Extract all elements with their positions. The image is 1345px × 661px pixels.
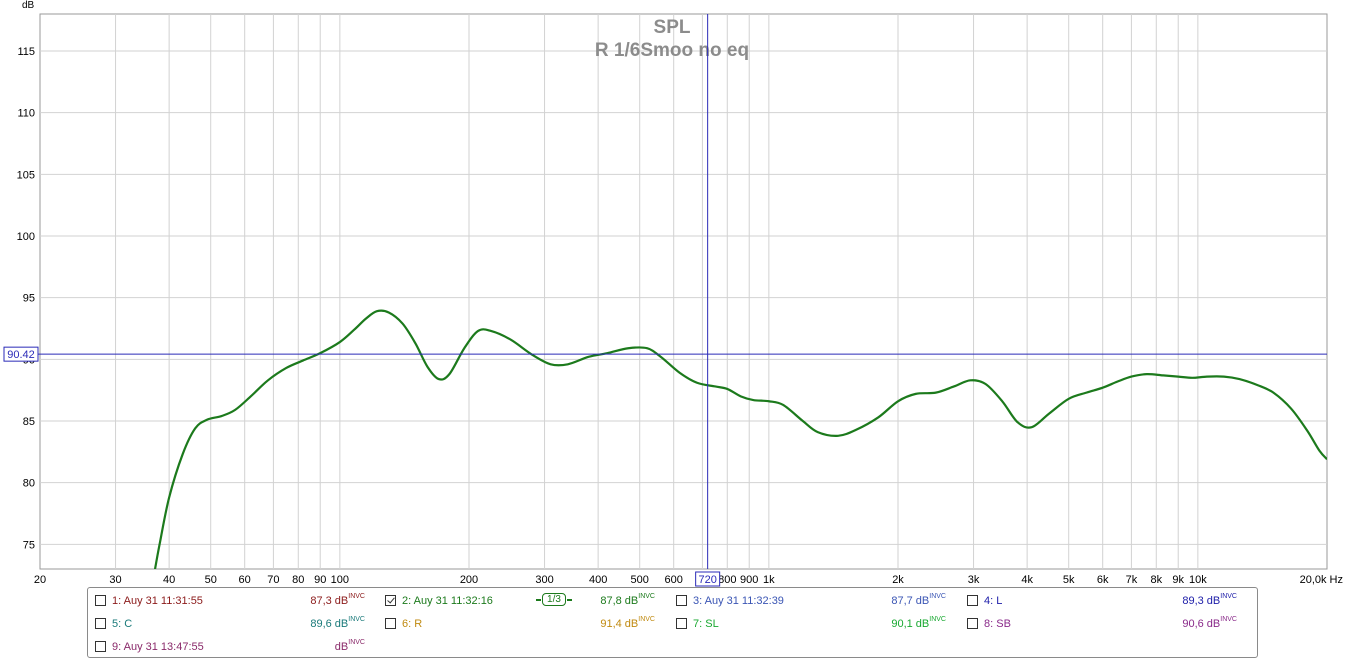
x-tick-label: 5k [1063, 574, 1075, 586]
x-tick-label: 3k [968, 574, 980, 586]
legend-label-3: 3: Auy 31 11:32:39 [693, 595, 784, 607]
legend-checkbox-5[interactable] [95, 618, 106, 629]
legend-value-5: 89,6 dBINVC [310, 616, 365, 630]
x-tick-label: 9k [1172, 574, 1184, 586]
y-tick-label: 105 [17, 169, 35, 181]
x-tick-label: 800 [718, 574, 736, 586]
legend-checkbox-6[interactable] [385, 618, 396, 629]
cursor-y-readout-box [3, 346, 39, 362]
y-tick-label: 95 [23, 293, 35, 305]
cursor-x-readout-box [695, 571, 721, 587]
legend-value-1: 87,3 dBINVC [310, 593, 365, 607]
legend-checkbox-4[interactable] [967, 595, 978, 606]
x-tick-labels: 20 30 40 50 60 70 80 90 100 200 300 400 500 600 800 900… [34, 574, 1343, 586]
smoothing-badge[interactable]: 1/3 [536, 593, 572, 606]
y-tick-labels: 7580859095100105110115 [17, 46, 35, 551]
y-tick-label: 80 [23, 478, 35, 490]
legend-entry-7[interactable]: 7: SL 90,1 dBINVC [676, 615, 946, 633]
legend-entry-5[interactable]: 5: C 89,6 dBINVC [95, 615, 365, 633]
legend-value-7: 90,1 dBINVC [891, 616, 946, 630]
legend-value-8: 90,6 dBINVC [1182, 616, 1237, 630]
legend-entry-3[interactable]: 3: Auy 31 11:32:39 87,7 dBINVC [676, 592, 946, 610]
x-tick-label: 7k [1126, 574, 1138, 586]
series-line-2 [153, 309, 1327, 569]
y-tick-label: 115 [17, 46, 35, 58]
x-tick-label: 50 [205, 574, 217, 586]
legend-entry-8[interactable]: 8: SB 90,6 dBINVC [967, 615, 1237, 633]
x-tick-label: 1k [763, 574, 775, 586]
legend-label-8: 8: SB [984, 618, 1011, 630]
legend-label-6: 6: R [402, 618, 423, 630]
legend-value-2: 87,8 dBINVC [600, 593, 655, 607]
x-tick-label: 70 [267, 574, 279, 586]
legend-entry-4[interactable]: 4: L 89,3 dBINVC [967, 592, 1237, 610]
legend-label-4: 4: L [984, 595, 1003, 607]
x-tick-label: 4k [1021, 574, 1033, 586]
x-tick-label: 60 [239, 574, 251, 586]
legend-label-7: 7: SL [693, 618, 719, 630]
x-tick-label: 300 [535, 574, 553, 586]
x-tick-label: 10k [1189, 574, 1207, 586]
x-tick-label: 20 [34, 574, 46, 586]
y-tick-label: 110 [17, 108, 35, 120]
x-tick-label: 500 [631, 574, 649, 586]
legend-checkbox-9[interactable] [95, 641, 106, 652]
series-layer [153, 309, 1327, 569]
x-tick-label: 90 [314, 574, 326, 586]
y-tick-label: 85 [23, 416, 35, 428]
x-tick-label: 8k [1150, 574, 1162, 586]
x-tick-label: 40 [163, 574, 175, 586]
legend-label-1: 1: Auy 31 11:31:55 [112, 595, 203, 607]
cursor-x-readout: 720 [698, 574, 716, 586]
legend-value-9: dBINVC [334, 639, 365, 653]
chart-title: SPL [654, 17, 691, 38]
legend-checkbox-3[interactable] [676, 595, 687, 606]
cursor-y-readout: 90.42 [7, 349, 35, 361]
legend-entry-2[interactable]: 2: Auy 31 11:32:16 1/3 87,8 dBINVC [385, 592, 655, 610]
x-tick-label: 20,0k Hz [1300, 574, 1343, 586]
x-tick-label: 600 [665, 574, 683, 586]
y-tick-label: 100 [17, 231, 35, 243]
legend-entry-9[interactable]: 9: Auy 31 13:47:55 dBINVC [95, 638, 365, 656]
legend-checkbox-7[interactable] [676, 618, 687, 629]
x-tick-label: 30 [109, 574, 121, 586]
x-tick-label: 80 [292, 574, 304, 586]
legend-checkbox-2[interactable] [385, 595, 396, 606]
spl-chart: 75 80 85 90 95 100 105 110 115 20 30 40 50 60 70 80 90 1… [3, 0, 1343, 587]
x-tick-label: 2k [892, 574, 904, 586]
chart-subtitle: R 1/6Smoo no eq [595, 40, 749, 61]
legend-entry-1[interactable]: 1: Auy 31 11:31:55 87,3 dBINVC [95, 592, 365, 610]
plot-area[interactable] [39, 13, 1328, 570]
legend-value-3: 87,7 dBINVC [891, 593, 946, 607]
x-tick-label: 200 [460, 574, 478, 586]
legend-label-9: 9: Auy 31 13:47:55 [112, 641, 204, 653]
legend-label-5: 5: C [112, 618, 133, 630]
legend-checkbox-8[interactable] [967, 618, 978, 629]
x-tick-label: 100 [331, 574, 349, 586]
y-axis-label: dB [22, 0, 35, 11]
x-tick-label: 6k [1097, 574, 1109, 586]
y-tick-label: 75 [23, 539, 35, 551]
legend-label-2: 2: Auy 31 11:32:16 [402, 595, 493, 607]
cursor-crosshair[interactable]: 90.42 720 [3, 14, 1327, 587]
measurement-legend: 1: Auy 31 11:31:55 87,3 dBINVC 2: Auy 31… [87, 587, 1258, 658]
legend-checkbox-1[interactable] [95, 595, 106, 606]
x-tick-label: 900 [740, 574, 758, 586]
grid [40, 14, 1327, 569]
x-tick-label: 400 [589, 574, 607, 586]
legend-value-4: 89,3 dBINVC [1182, 593, 1237, 607]
legend-entry-6[interactable]: 6: R 91,4 dBINVC [385, 615, 655, 633]
legend-value-6: 91,4 dBINVC [600, 616, 655, 630]
